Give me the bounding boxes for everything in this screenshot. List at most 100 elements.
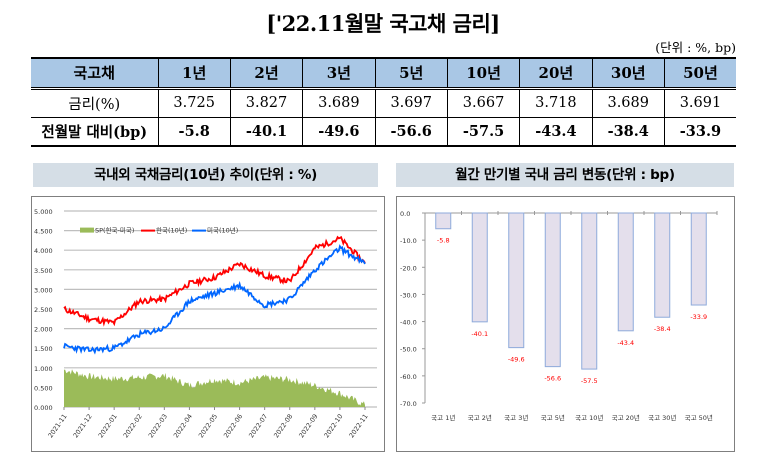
y-tick-label: 1.000 — [34, 365, 53, 373]
table-cell: 3.827 — [229, 88, 303, 118]
x-tick-label: 2022-05 — [197, 413, 219, 440]
table-cell: -5.8 — [157, 117, 231, 146]
table-cell: 3.689 — [302, 88, 376, 118]
y-tick-label: 5.000 — [34, 208, 53, 216]
y-tick-label: -50.0 — [400, 346, 417, 354]
bar-data-label: -56.6 — [544, 375, 561, 383]
bar-chart: 0.0 -10.0 -20.0 -30.0 -40.0 -50.0 -60.0 -70.0 -5… — [400, 210, 718, 422]
table-cell: 3.718 — [519, 88, 593, 118]
table-cell: 3.689 — [591, 88, 665, 118]
table-cell: -38.4 — [591, 117, 665, 146]
bar-data-label: -43.4 — [617, 339, 634, 347]
table-row-change: 전월말 대비(bp) -5.8 -40.1 -49.6 -56.6 -57.5 … — [31, 117, 736, 146]
left-chart-title: 국내외 국채금리(10년) 추이(단위 : %) — [33, 163, 378, 187]
y-tick-label: 2.500 — [34, 306, 53, 314]
y-tick-label: -20.0 — [400, 264, 417, 272]
table-cell: 3.697 — [374, 88, 448, 118]
header-cell: 10년 — [446, 58, 520, 90]
y-tick-label: 3.000 — [34, 286, 53, 294]
x-category-label: 국고 5년 — [541, 413, 565, 422]
y-tick-label: -70.0 — [400, 400, 417, 408]
y-tick-label: 4.500 — [34, 228, 53, 236]
bar-data-label: -40.1 — [471, 330, 488, 338]
bar-data-label: -49.6 — [508, 356, 525, 364]
header-cell: 50년 — [663, 58, 736, 90]
table-cell: -43.4 — [519, 117, 593, 146]
korea-line — [63, 235, 366, 327]
legend-label: 미국(10년) — [207, 226, 238, 235]
table-cell: 3.725 — [157, 88, 231, 118]
row-label: 전월말 대비(bp) — [41, 123, 148, 141]
header-cell: 30년 — [591, 58, 665, 90]
y-tick-label: 1.500 — [34, 345, 53, 353]
y-tick-label: 0.0 — [400, 210, 410, 218]
x-category-label: 국고 20년 — [612, 413, 640, 422]
page-title: ['22.11월말 국고채 금리] — [266, 11, 500, 36]
us-line — [63, 244, 366, 355]
x-tick-label: 2022-01 — [97, 413, 119, 440]
table-cell: -49.6 — [302, 117, 376, 146]
x-category-label: 국고 3년 — [504, 413, 528, 422]
header-cell: 20년 — [519, 58, 593, 90]
spread-area — [64, 369, 365, 407]
bar — [690, 212, 707, 306]
y-tick-label: 2.000 — [34, 326, 53, 334]
header-cell: 2년 — [229, 58, 303, 90]
row-label: 금리(%) — [31, 88, 158, 118]
y-tick-label: 0.000 — [34, 404, 53, 412]
bar — [508, 212, 525, 349]
x-category-label: 국고 30년 — [648, 413, 676, 422]
bond-rate-table: 국고채 1년 2년 3년 5년 10년 20년 30년 50년 금리(%) 3.… — [31, 57, 736, 147]
y-tick-label: -30.0 — [400, 291, 417, 299]
bar — [544, 212, 561, 368]
bar-data-label: -5.8 — [437, 237, 450, 245]
right-chart-title: 월간 만기별 국내 금리 변동(단위 : bp) — [396, 163, 734, 187]
table-cell: -40.1 — [229, 117, 303, 146]
header-cell: 5년 — [374, 58, 448, 90]
x-tick-label: 2022-02 — [122, 413, 144, 440]
header-cell: 1년 — [157, 58, 231, 90]
table-row-rate: 금리(%) 3.725 3.827 3.689 3.697 3.667 3.71… — [31, 88, 736, 118]
legend-label: SP(한국-미국) — [95, 226, 134, 235]
table-cell: 3.667 — [446, 88, 520, 118]
y-tick-label: 4.000 — [34, 247, 53, 255]
x-tick-label: 2022-10 — [322, 413, 344, 440]
bar — [654, 212, 671, 318]
table-cell: -33.9 — [663, 117, 736, 146]
legend-swatch-spread — [80, 227, 94, 233]
table-cell: -57.5 — [446, 117, 520, 146]
line-chart-box: 0.000 0.500 1.000 1.500 2.000 2.500 3.000 3.500… — [31, 196, 385, 452]
x-tick-label: 2022-08 — [272, 413, 294, 440]
y-tick-label: -10.0 — [400, 237, 417, 245]
x-tick-label: 2022-09 — [297, 413, 319, 440]
x-category-label: 국고 50년 — [685, 413, 713, 422]
x-category-label: 국고 1년 — [431, 413, 455, 422]
x-tick-label: 2022-11 — [347, 413, 369, 440]
bar — [435, 212, 452, 230]
bar — [581, 212, 598, 370]
x-tick-label: 2022-04 — [172, 413, 194, 440]
x-tick-label: 2022-03 — [147, 413, 169, 440]
x-category-label: 국고 10년 — [575, 413, 603, 422]
bar-data-label: -57.5 — [581, 377, 598, 385]
x-tick-label: 2021-12 — [72, 413, 94, 440]
x-tick-label: 2022-06 — [222, 413, 244, 440]
y-tick-label: 0.500 — [34, 384, 53, 392]
bar — [617, 212, 634, 332]
header-cell: 국고채 — [31, 58, 158, 90]
legend-label: 한국(10년) — [156, 226, 187, 235]
bar-data-label: -38.4 — [654, 325, 671, 333]
x-category-label: 국고 2년 — [468, 413, 492, 422]
y-tick-label: -40.0 — [400, 319, 417, 327]
bar-chart-box: 0.0 -10.0 -20.0 -30.0 -40.0 -50.0 -60.0 -70.0 -5… — [396, 196, 735, 452]
x-tick-label: 2021-11 — [46, 413, 68, 440]
header-cell: 3년 — [302, 58, 376, 90]
bar-data-label: -33.9 — [690, 313, 707, 321]
table-cell: -56.6 — [374, 117, 448, 146]
table-header-row: 국고채 1년 2년 3년 5년 10년 20년 30년 50년 — [31, 58, 736, 90]
y-tick-label: 3.500 — [34, 267, 53, 275]
y-tick-label: -60.0 — [400, 373, 417, 381]
table-cell: 3.691 — [663, 88, 736, 118]
unit-note: (단위 : %, bp) — [655, 40, 736, 55]
line-chart: 0.000 0.500 1.000 1.500 2.000 2.500 3.000 3.500… — [34, 208, 377, 440]
